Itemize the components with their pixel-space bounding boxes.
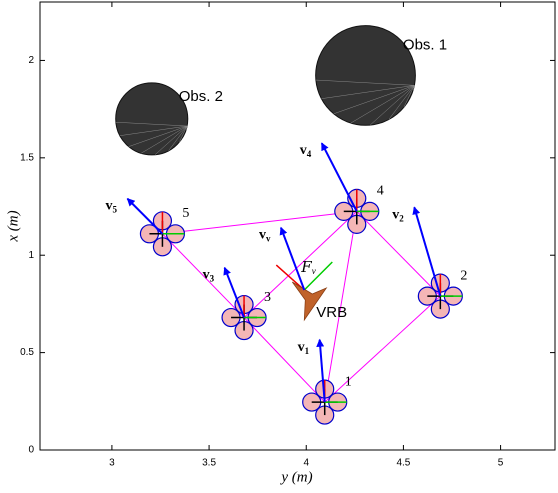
robot-label: 2	[460, 268, 467, 283]
y-tick-label: 0.5	[20, 347, 34, 358]
formation-edge	[244, 318, 325, 403]
velocity-name: v	[105, 199, 112, 214]
velocity-label: v3	[203, 268, 215, 284]
velocity-label: v2	[392, 208, 404, 224]
velocity-name: v	[203, 268, 210, 283]
x-axis-label: y (m)	[279, 469, 312, 485]
velocity-sub: 2	[399, 213, 404, 223]
velocity-label: vv	[259, 228, 271, 244]
velocity-label: v1	[298, 340, 310, 356]
obstacle-label: Obs. 2	[179, 88, 223, 105]
velocity-label: v5	[105, 199, 117, 215]
velocity-sub: 4	[307, 149, 312, 159]
obstacle	[316, 26, 416, 126]
frame-name: F	[300, 258, 312, 276]
velocity-arrow	[322, 143, 357, 211]
y-axis-label: x (m)	[5, 210, 21, 242]
y-tick-label: 0	[28, 445, 34, 456]
y-tick-label: 1.5	[20, 152, 34, 163]
x-tick-label: 3	[109, 458, 115, 469]
chart: y (m) x (m) 3 3.5 4 4.5 5 0 0.5 1 1.5 2 Obs. 1 Obs.…	[0, 0, 558, 493]
velocity-sub: 3	[210, 274, 215, 284]
frame-sub: v	[312, 266, 316, 276]
x-tick-label: 3.5	[202, 458, 216, 469]
robot-label: 4	[377, 184, 384, 199]
velocity-name: v	[392, 208, 399, 223]
velocity-label: v4	[300, 143, 312, 159]
x-tick-label: 4	[303, 458, 309, 469]
velocity-name: v	[298, 340, 305, 355]
x-tick-label: 4.5	[396, 458, 410, 469]
x-tick-label: 5	[498, 458, 504, 469]
obstacle	[116, 83, 188, 155]
vrb-label: VRB	[316, 304, 347, 321]
velocity-name: v	[259, 228, 266, 243]
y-tick-label: 1	[28, 250, 34, 261]
velocity-sub: 1	[305, 346, 310, 356]
robot-label: 1	[345, 374, 352, 389]
velocity-sub: 5	[112, 205, 117, 215]
velocity-name: v	[300, 143, 307, 158]
axes-box	[40, 2, 555, 450]
robot-label: 5	[182, 206, 189, 221]
robot-label: 3	[264, 290, 271, 305]
frame-label: Fv	[300, 258, 315, 276]
y-tick-label: 2	[28, 55, 34, 66]
velocity-sub: v	[266, 234, 271, 244]
obstacle-label: Obs. 1	[403, 36, 447, 53]
